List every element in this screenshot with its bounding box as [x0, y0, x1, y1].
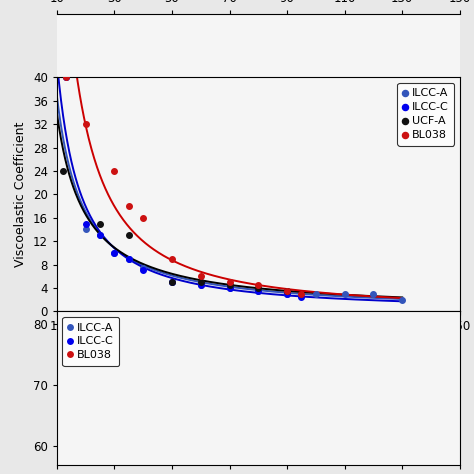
ILCC-C [168, 278, 176, 286]
BL038 [255, 281, 262, 289]
BL038 [298, 290, 305, 298]
Text: (a): (a) [248, 89, 269, 102]
UCF-A [226, 281, 233, 289]
ILCC-A [62, 73, 69, 81]
ILCC-A [370, 290, 377, 298]
ILCC-C [110, 249, 118, 257]
ILCC-C [197, 281, 205, 289]
ILCC-A [399, 296, 406, 303]
BL038 [125, 202, 133, 210]
UCF-A [197, 278, 205, 286]
BL038 [110, 167, 118, 175]
BL038 [82, 120, 90, 128]
ILCC-C [62, 73, 69, 81]
ILCC-C [255, 287, 262, 295]
ILCC-A [139, 264, 147, 271]
ILCC-A [283, 290, 291, 298]
BL038 [226, 278, 233, 286]
ILCC-C [283, 290, 291, 298]
ILCC-A [197, 281, 205, 289]
ILCC-C [139, 267, 147, 274]
ILCC-A [168, 278, 176, 286]
UCF-A [283, 287, 291, 295]
Legend: ILCC-A, ILCC-C, BL038: ILCC-A, ILCC-C, BL038 [63, 317, 119, 366]
ILCC-A [110, 249, 118, 257]
BL038 [62, 73, 69, 81]
ILCC-C [82, 220, 90, 228]
BL038 [168, 255, 176, 263]
Legend: ILCC-A, ILCC-C, UCF-A, BL038: ILCC-A, ILCC-C, UCF-A, BL038 [398, 83, 454, 146]
ILCC-A [96, 231, 104, 239]
ILCC-C [96, 231, 104, 239]
ILCC-A [125, 255, 133, 263]
Text: (b): (b) [247, 351, 269, 365]
ILCC-A [255, 287, 262, 295]
X-axis label: Temperature / °C: Temperature / °C [205, 337, 312, 351]
BL038 [139, 214, 147, 221]
ILCC-A [341, 290, 348, 298]
ILCC-C [226, 284, 233, 292]
UCF-A [255, 284, 262, 292]
ILCC-A [312, 290, 319, 298]
UCF-A [59, 167, 66, 175]
BL038 [283, 287, 291, 295]
ILCC-A [82, 226, 90, 233]
UCF-A [125, 231, 133, 239]
ILCC-A [226, 284, 233, 292]
ILCC-C [298, 293, 305, 301]
UCF-A [96, 220, 104, 228]
ILCC-C [125, 255, 133, 263]
UCF-A [168, 278, 176, 286]
BL038 [197, 273, 205, 280]
Y-axis label: Viscoelastic Coefficient: Viscoelastic Coefficient [14, 122, 27, 267]
